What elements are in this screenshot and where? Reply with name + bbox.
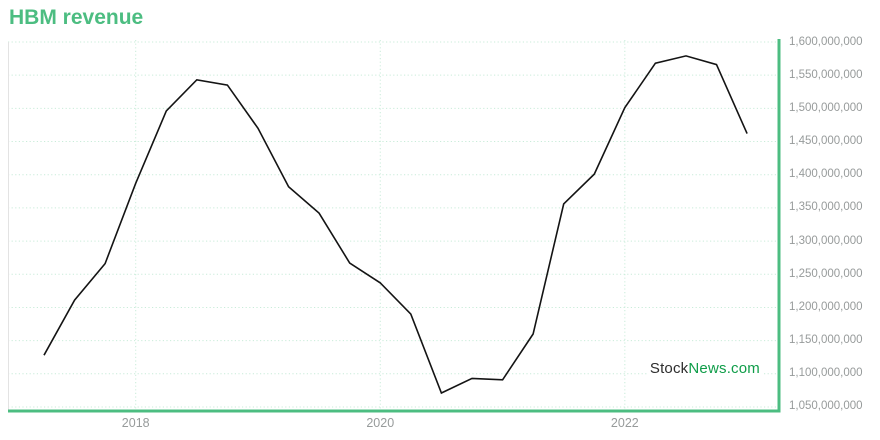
watermark-news-text: News — [688, 360, 727, 377]
y-tick-label: 1,200,000,000 — [789, 300, 863, 313]
x-tick-label: 2020 — [366, 416, 395, 430]
y-tick-label: 1,600,000,000 — [789, 35, 863, 48]
y-tick-label: 1,300,000,000 — [789, 234, 863, 247]
y-tick-label: 1,050,000,000 — [789, 400, 863, 413]
y-tick-label: 1,450,000,000 — [789, 135, 863, 148]
y-tick-label: 1,150,000,000 — [789, 334, 863, 347]
y-tick-label: 1,100,000,000 — [789, 367, 863, 380]
y-tick-label: 1,500,000,000 — [789, 101, 863, 114]
y-tick-label: 1,350,000,000 — [789, 201, 863, 214]
watermark-stock-text: Stock — [649, 360, 689, 377]
revenue-series-line — [43, 55, 748, 395]
y-tick-label: 1,550,000,000 — [789, 68, 863, 81]
x-tick-label: 2022 — [610, 416, 639, 430]
page-title: HBM revenue — [9, 6, 144, 29]
y-tick-label: 1,250,000,000 — [789, 267, 863, 280]
watermark-dotcom-text: .com — [726, 360, 760, 377]
stocknews-watermark: StockNews.com — [647, 360, 762, 377]
x-tick-label: 2018 — [121, 416, 150, 430]
y-tick-label: 1,400,000,000 — [789, 168, 863, 181]
